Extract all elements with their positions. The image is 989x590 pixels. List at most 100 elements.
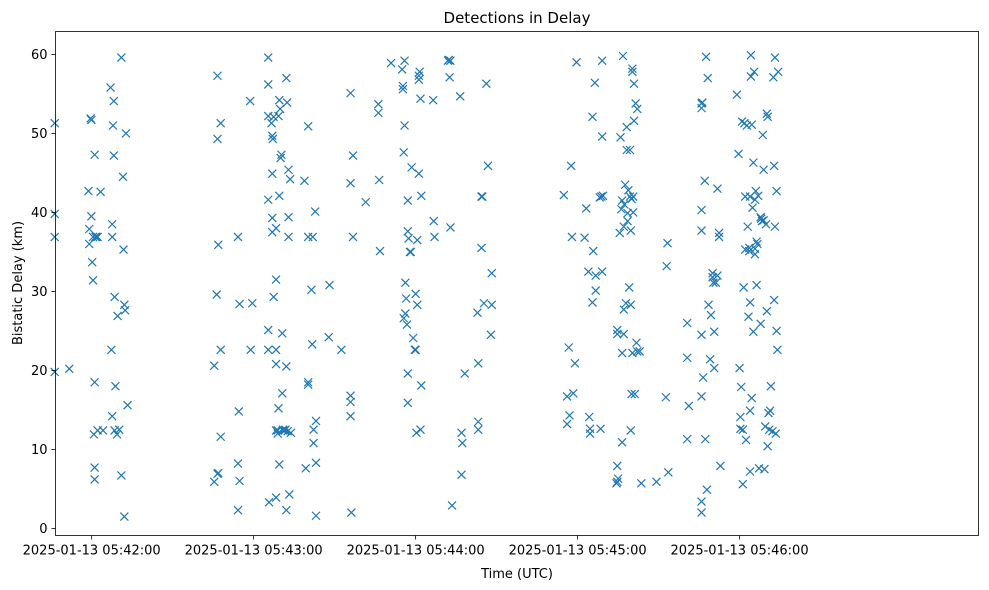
data-point-283 (636, 478, 646, 488)
data-point-135 (346, 178, 355, 188)
data-point-63 (235, 299, 245, 309)
plot-frame (55, 31, 979, 536)
data-point-301 (697, 98, 707, 108)
data-point-180 (416, 191, 426, 201)
data-point-29 (107, 411, 117, 421)
data-point-249 (617, 437, 627, 447)
data-point-229 (591, 271, 601, 281)
data-point-258 (622, 122, 632, 132)
data-point-141 (348, 232, 358, 242)
data-point-211 (562, 392, 572, 401)
data-point-292 (684, 401, 694, 411)
data-point-312 (708, 268, 718, 278)
data-point-340 (744, 246, 754, 256)
data-point-321 (715, 461, 725, 471)
data-point-176 (414, 169, 424, 179)
data-point-363 (756, 319, 766, 329)
data-point-329 (738, 425, 748, 435)
data-point-108 (282, 98, 292, 108)
data-point-204 (481, 79, 491, 89)
data-point-146 (375, 246, 385, 256)
data-point-225 (588, 112, 597, 122)
data-point-118 (303, 121, 313, 131)
data-point-61 (233, 505, 243, 515)
data-point-252 (619, 329, 629, 339)
data-point-125 (309, 425, 319, 435)
data-point-41 (118, 172, 128, 182)
data-point-162 (403, 196, 413, 205)
data-point-370 (760, 422, 770, 431)
data-point-90 (273, 429, 283, 439)
data-point-382 (769, 161, 779, 171)
data-point-163 (404, 234, 414, 243)
data-point-388 (772, 186, 781, 196)
data-point-291 (682, 434, 692, 444)
data-point-117 (301, 463, 311, 473)
data-point-319 (714, 228, 724, 238)
data-point-246 (616, 204, 626, 214)
data-point-172 (412, 235, 422, 245)
data-point-134 (346, 88, 355, 98)
data-point-18 (90, 474, 100, 484)
y-tick-label-3: 30 (31, 285, 48, 300)
data-point-307 (703, 73, 713, 83)
data-point-287 (663, 238, 672, 248)
data-point-286 (662, 261, 672, 271)
data-point-123 (307, 339, 317, 349)
data-point-23 (96, 187, 106, 197)
data-point-305 (701, 52, 711, 62)
data-point-255 (620, 180, 630, 190)
data-point-155 (400, 309, 410, 318)
x-tick-label-1: 2025-01-13 05:43:00 (185, 544, 323, 559)
data-point-245 (616, 132, 625, 142)
data-point-113 (284, 489, 294, 499)
data-point-300 (697, 508, 706, 518)
data-point-131 (325, 280, 334, 290)
data-point-160 (403, 369, 413, 378)
data-point-93 (274, 95, 284, 105)
data-point-111 (284, 212, 293, 222)
data-point-355 (750, 249, 760, 259)
data-point-251 (619, 305, 629, 314)
data-point-295 (697, 205, 706, 215)
data-point-368 (759, 215, 769, 225)
data-point-147 (386, 58, 396, 68)
data-point-129 (311, 458, 321, 468)
data-point-342 (745, 298, 755, 307)
data-point-268 (627, 389, 637, 399)
data-point-272 (627, 348, 637, 358)
data-point-114 (285, 174, 295, 184)
data-point-244 (615, 228, 625, 238)
data-point-124 (308, 232, 318, 242)
data-point-166 (407, 162, 417, 172)
data-point-27 (107, 219, 117, 229)
data-point-230 (591, 286, 601, 296)
data-point-199 (473, 358, 483, 368)
data-point-139 (346, 508, 356, 518)
data-point-203 (479, 298, 489, 308)
data-point-273 (628, 192, 638, 202)
data-point-74 (264, 497, 274, 507)
data-point-30 (108, 121, 118, 130)
data-point-323 (734, 149, 743, 159)
data-point-31 (109, 96, 119, 106)
data-point-80 (268, 134, 278, 144)
data-point-314 (709, 363, 719, 373)
data-point-352 (749, 67, 759, 77)
data-point-188 (446, 56, 455, 66)
data-point-43 (119, 512, 129, 521)
data-point-235 (597, 267, 607, 277)
data-point-137 (346, 397, 355, 407)
data-point-206 (486, 330, 496, 340)
data-point-207 (487, 268, 497, 278)
data-point-190 (447, 501, 457, 510)
data-point-331 (739, 283, 749, 292)
data-point-171 (412, 428, 421, 438)
data-point-221 (583, 267, 593, 277)
data-point-183 (429, 216, 439, 226)
data-point-324 (735, 363, 745, 373)
data-point-177 (415, 67, 425, 77)
data-point-198 (473, 425, 483, 435)
